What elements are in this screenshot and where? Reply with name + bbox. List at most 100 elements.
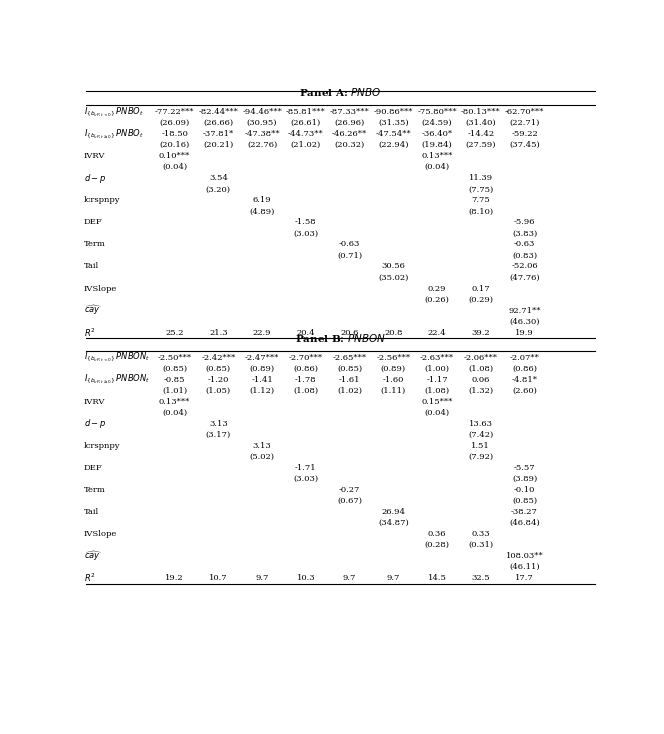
Text: -18.50: -18.50 — [161, 130, 188, 138]
Text: -1.20: -1.20 — [208, 376, 229, 384]
Text: 9.7: 9.7 — [256, 574, 269, 582]
Text: (31.40): (31.40) — [465, 119, 496, 127]
Text: -82.44***: -82.44*** — [199, 108, 238, 116]
Text: (22.94): (22.94) — [378, 141, 408, 149]
Text: 22.4: 22.4 — [428, 329, 446, 337]
Text: -90.86***: -90.86*** — [374, 108, 413, 116]
Text: (24.59): (24.59) — [422, 119, 452, 127]
Text: $I_{\{b_{vP,t<0}\}}\,PNBON_t$: $I_{\{b_{vP,t<0}\}}\,PNBON_t$ — [84, 351, 150, 364]
Text: (3.20): (3.20) — [206, 186, 231, 193]
Text: -47.38**: -47.38** — [244, 130, 280, 138]
Text: (26.61): (26.61) — [291, 119, 321, 127]
Text: 30.56: 30.56 — [381, 263, 405, 271]
Text: (3.03): (3.03) — [293, 475, 318, 483]
Text: (47.76): (47.76) — [509, 274, 540, 282]
Text: -85.81***: -85.81*** — [286, 108, 326, 116]
Text: 14.5: 14.5 — [428, 574, 446, 582]
Text: $\widehat{cay}$: $\widehat{cay}$ — [84, 549, 102, 563]
Text: -0.10: -0.10 — [514, 486, 535, 494]
Text: (31.35): (31.35) — [378, 119, 408, 127]
Text: (0.71): (0.71) — [337, 252, 362, 260]
Text: DEF: DEF — [84, 219, 103, 226]
Text: (20.16): (20.16) — [159, 141, 190, 149]
Text: -47.54**: -47.54** — [375, 130, 411, 138]
Text: (0.85): (0.85) — [162, 365, 187, 373]
Text: 17.7: 17.7 — [515, 574, 534, 582]
Text: lcrspnpy: lcrspnpy — [84, 442, 121, 450]
Text: 26.94: 26.94 — [381, 508, 405, 516]
Text: 19.9: 19.9 — [515, 329, 534, 337]
Text: Panel B: $\it{PNBON}$: Panel B: $\it{PNBON}$ — [0, 733, 1, 734]
Text: -0.27: -0.27 — [339, 486, 361, 494]
Text: -2.65***: -2.65*** — [333, 354, 367, 362]
Text: (0.26): (0.26) — [424, 296, 450, 304]
Text: Panel B:: Panel B: — [0, 733, 1, 734]
Text: (27.59): (27.59) — [465, 141, 496, 149]
Text: (37.45): (37.45) — [509, 141, 540, 149]
Text: -4.81*: -4.81* — [511, 376, 538, 384]
Text: 39.2: 39.2 — [471, 329, 490, 337]
Text: (26.96): (26.96) — [335, 119, 365, 127]
Text: -2.70***: -2.70*** — [289, 354, 323, 362]
Text: 92.71**: 92.71** — [508, 307, 540, 315]
Text: (0.29): (0.29) — [468, 296, 493, 304]
Text: 13.63: 13.63 — [469, 420, 493, 428]
Text: (0.85): (0.85) — [512, 497, 537, 505]
Text: IVRV: IVRV — [84, 398, 106, 406]
Text: 21.3: 21.3 — [209, 329, 228, 337]
Text: -1.61: -1.61 — [339, 376, 361, 384]
Text: (20.32): (20.32) — [335, 141, 365, 149]
Text: (2.60): (2.60) — [512, 387, 537, 395]
Text: Term: Term — [84, 486, 106, 494]
Text: -77.22***: -77.22*** — [155, 108, 195, 116]
Text: (46.84): (46.84) — [509, 519, 540, 527]
Text: 0.10***: 0.10*** — [159, 152, 190, 160]
Text: (7.42): (7.42) — [468, 431, 493, 439]
Text: 10.7: 10.7 — [209, 574, 228, 582]
Text: -1.41: -1.41 — [251, 376, 273, 384]
Text: 20.4: 20.4 — [297, 329, 315, 337]
Text: (7.92): (7.92) — [468, 453, 493, 461]
Text: lcrspnpy: lcrspnpy — [84, 197, 121, 204]
Text: (0.86): (0.86) — [293, 365, 318, 373]
Text: -14.42: -14.42 — [467, 130, 495, 138]
Text: 20.8: 20.8 — [384, 329, 402, 337]
Text: (0.89): (0.89) — [380, 365, 406, 373]
Text: IVSlope: IVSlope — [84, 285, 118, 293]
Text: -80.13***: -80.13*** — [461, 108, 501, 116]
Text: -52.06: -52.06 — [511, 263, 538, 271]
Text: -62.70***: -62.70*** — [505, 108, 544, 116]
Text: (0.85): (0.85) — [206, 365, 231, 373]
Text: (46.11): (46.11) — [509, 563, 540, 571]
Text: 0.13***: 0.13*** — [422, 152, 453, 160]
Text: 32.5: 32.5 — [471, 574, 490, 582]
Text: 0.33: 0.33 — [471, 530, 490, 538]
Text: (0.04): (0.04) — [424, 163, 450, 171]
Text: 25.2: 25.2 — [165, 329, 184, 337]
Text: (34.87): (34.87) — [378, 519, 408, 527]
Text: (3.17): (3.17) — [206, 431, 231, 439]
Text: (35.02): (35.02) — [378, 274, 408, 282]
Text: -59.22: -59.22 — [511, 130, 538, 138]
Text: -5.96: -5.96 — [514, 219, 535, 226]
Text: -87.33***: -87.33*** — [330, 108, 369, 116]
Text: 0.29: 0.29 — [428, 285, 446, 293]
Text: Tail: Tail — [84, 263, 100, 271]
Text: IVRV: IVRV — [84, 152, 106, 160]
Text: (0.83): (0.83) — [512, 252, 537, 260]
Text: -2.42***: -2.42*** — [201, 354, 236, 362]
Text: 108.03**: 108.03** — [506, 552, 543, 560]
Text: -0.63: -0.63 — [339, 241, 361, 248]
Text: (1.01): (1.01) — [162, 387, 187, 395]
Text: (1.32): (1.32) — [468, 387, 493, 395]
Text: (0.04): (0.04) — [424, 409, 450, 417]
Text: (0.86): (0.86) — [512, 365, 537, 373]
Text: -1.58: -1.58 — [295, 219, 317, 226]
Text: -2.47***: -2.47*** — [245, 354, 280, 362]
Text: (20.21): (20.21) — [203, 141, 234, 149]
Text: $I_{\{b_{vP,t\geq0}\}}\,PNBON_t$: $I_{\{b_{vP,t\geq0}\}}\,PNBON_t$ — [84, 374, 150, 386]
Text: 1.51: 1.51 — [471, 442, 490, 450]
Text: 22.9: 22.9 — [253, 329, 272, 337]
Text: 0.17: 0.17 — [471, 285, 490, 293]
Text: -2.63***: -2.63*** — [420, 354, 454, 362]
